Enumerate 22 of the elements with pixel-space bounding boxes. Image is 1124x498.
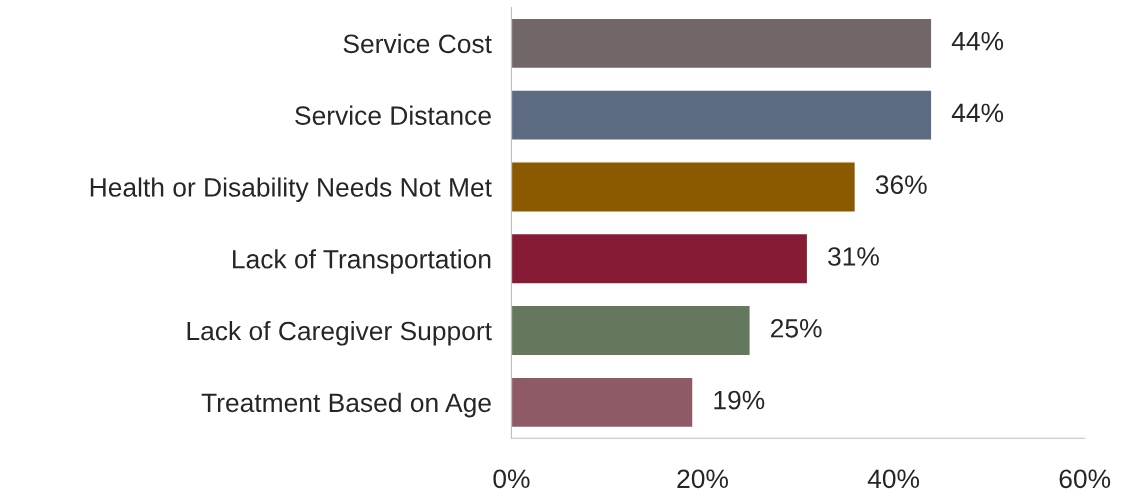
data-label: 36% [875,175,927,195]
x-tick-label: 0% [493,469,530,489]
bar [511,161,857,213]
bar [511,89,933,141]
bar [511,376,694,429]
y-tick-label: Lack of Caregiver Support [187,320,492,346]
y-tick-label: Service Cost [343,33,492,54]
y-tick-label: Service Distance [295,105,491,125]
data-label: 44% [951,31,1004,51]
data-label: 31% [828,247,879,266]
data-label: 25% [771,318,822,338]
data-label: 44% [951,103,1004,123]
x-tick-label: 40% [867,469,920,489]
data-label: 19% [714,390,765,410]
y-tick-label: Treatment Based on Age [201,392,491,418]
bar [511,232,809,285]
bar [511,17,933,70]
bar [511,304,751,357]
y-tick-label: Health or Disability Needs Not Met [90,177,492,202]
x-tick-label: 60% [1059,469,1111,489]
y-tick-label: Lack of Transportation [233,249,491,274]
x-tick-label: 20% [677,469,728,489]
